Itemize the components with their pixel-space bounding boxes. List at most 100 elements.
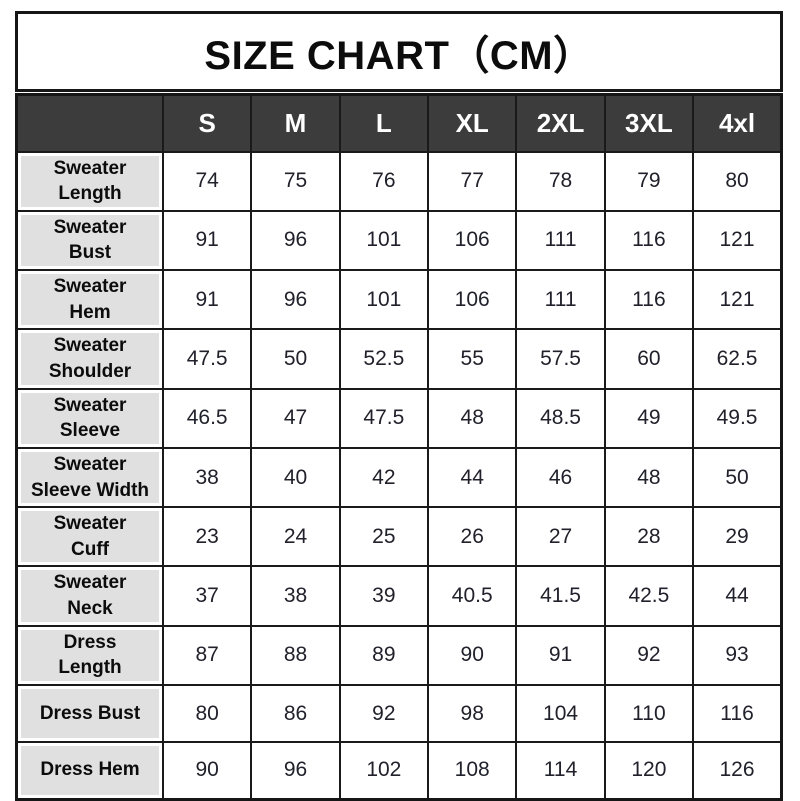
size-value-cell: 91 — [161, 209, 253, 272]
size-value-cell: 96 — [250, 741, 341, 801]
size-value-cell: 24 — [250, 506, 341, 568]
row-label: Dress Hem — [15, 741, 164, 801]
size-chart-table: S M L XL 2XL 3XL 4xl Sweater Length 74 75 76 77 78 7… — [15, 93, 783, 801]
size-value-cell: 96 — [250, 269, 341, 331]
size-value-cell: 98 — [427, 684, 518, 744]
size-value-cell: 93 — [692, 624, 783, 687]
size-value-cell: 28 — [603, 506, 695, 568]
size-value-cell: 90 — [161, 741, 253, 801]
size-value-cell: 23 — [161, 506, 253, 568]
table-row: Sweater Cuff 23 24 25 26 27 28 29 — [15, 506, 783, 568]
header-row: S M L XL 2XL 3XL 4xl — [15, 93, 783, 153]
size-value-cell: 91 — [161, 269, 253, 331]
page-title: SIZE CHART（CM） — [204, 33, 594, 78]
size-value-cell: 48 — [427, 387, 518, 449]
size-value-cell: 48.5 — [515, 387, 606, 449]
size-value-cell: 116 — [603, 209, 695, 272]
size-value-cell: 40.5 — [427, 565, 518, 627]
size-column-header: XL — [427, 93, 518, 153]
size-value-cell: 38 — [250, 565, 341, 627]
size-value-cell: 87 — [161, 624, 253, 687]
size-value-cell: 60 — [603, 328, 695, 390]
size-value-cell: 114 — [515, 741, 606, 801]
size-value-cell: 44 — [427, 446, 518, 509]
size-column-header: 3XL — [603, 93, 695, 153]
size-chart-body: Sweater Length 74 75 76 77 78 79 80 Sweater Bust… — [15, 150, 783, 801]
table-row: Dress Hem 90 96 102 108 114 120 126 — [15, 741, 783, 801]
table-row: Dress Length 87 88 89 90 91 92 93 — [15, 624, 783, 687]
row-label: Sweater Cuff — [15, 506, 164, 568]
size-chart-page: SIZE CHART（CM） S M L XL 2XL 3XL 4xl Sweater Le… — [15, 11, 783, 801]
size-value-cell: 74 — [161, 150, 253, 212]
size-value-cell: 57.5 — [515, 328, 606, 390]
size-value-cell: 91 — [515, 624, 606, 687]
size-value-cell: 47.5 — [161, 328, 253, 390]
size-value-cell: 110 — [603, 684, 695, 744]
size-value-cell: 116 — [692, 684, 783, 744]
table-row: Sweater Length 74 75 76 77 78 79 80 — [15, 150, 783, 212]
size-value-cell: 38 — [161, 446, 253, 509]
size-value-cell: 55 — [427, 328, 518, 390]
row-label: Dress Bust — [15, 684, 164, 744]
size-value-cell: 102 — [338, 741, 430, 801]
size-value-cell: 49.5 — [692, 387, 783, 449]
size-value-cell: 101 — [338, 269, 430, 331]
size-value-cell: 121 — [692, 209, 783, 272]
size-value-cell: 50 — [692, 446, 783, 509]
size-value-cell: 62.5 — [692, 328, 783, 390]
row-label: Sweater Bust — [15, 209, 164, 272]
size-value-cell: 76 — [338, 150, 430, 212]
size-value-cell: 92 — [603, 624, 695, 687]
size-value-cell: 39 — [338, 565, 430, 627]
table-row: Sweater Sleeve Width 38 40 42 44 46 48 50 — [15, 446, 783, 509]
size-value-cell: 29 — [692, 506, 783, 568]
size-value-cell: 26 — [427, 506, 518, 568]
size-value-cell: 106 — [427, 209, 518, 272]
size-value-cell: 108 — [427, 741, 518, 801]
size-value-cell: 79 — [603, 150, 695, 212]
size-column-header: M — [250, 93, 341, 153]
size-value-cell: 92 — [338, 684, 430, 744]
size-value-cell: 80 — [161, 684, 253, 744]
chart-title-box: SIZE CHART（CM） — [15, 11, 783, 92]
size-value-cell: 106 — [427, 269, 518, 331]
size-column-header: 2XL — [515, 93, 606, 153]
size-value-cell: 52.5 — [338, 328, 430, 390]
size-value-cell: 89 — [338, 624, 430, 687]
size-value-cell: 96 — [250, 209, 341, 272]
size-value-cell: 86 — [250, 684, 341, 744]
size-value-cell: 111 — [515, 209, 606, 272]
table-row: Sweater Neck 37 38 39 40.5 41.5 42.5 44 — [15, 565, 783, 627]
size-chart-head: S M L XL 2XL 3XL 4xl — [15, 93, 783, 153]
row-label: Sweater Hem — [15, 269, 164, 331]
size-value-cell: 104 — [515, 684, 606, 744]
size-value-cell: 78 — [515, 150, 606, 212]
table-row: Sweater Bust 91 96 101 106 111 116 121 — [15, 209, 783, 272]
size-value-cell: 77 — [427, 150, 518, 212]
size-value-cell: 88 — [250, 624, 341, 687]
size-value-cell: 111 — [515, 269, 606, 331]
size-value-cell: 80 — [692, 150, 783, 212]
size-value-cell: 120 — [603, 741, 695, 801]
table-row: Sweater Sleeve 46.5 47 47.5 48 48.5 49 49.5 — [15, 387, 783, 449]
size-value-cell: 126 — [692, 741, 783, 801]
size-column-header: 4xl — [692, 93, 783, 153]
size-value-cell: 47 — [250, 387, 341, 449]
size-value-cell: 47.5 — [338, 387, 430, 449]
size-value-cell: 25 — [338, 506, 430, 568]
size-value-cell: 121 — [692, 269, 783, 331]
size-value-cell: 90 — [427, 624, 518, 687]
size-value-cell: 49 — [603, 387, 695, 449]
size-value-cell: 116 — [603, 269, 695, 331]
size-value-cell: 48 — [603, 446, 695, 509]
size-value-cell: 42 — [338, 446, 430, 509]
size-value-cell: 50 — [250, 328, 341, 390]
size-value-cell: 44 — [692, 565, 783, 627]
row-label: Sweater Length — [15, 150, 164, 212]
size-value-cell: 75 — [250, 150, 341, 212]
table-row: Sweater Hem 91 96 101 106 111 116 121 — [15, 269, 783, 331]
size-value-cell: 41.5 — [515, 565, 606, 627]
row-label: Sweater Sleeve — [15, 387, 164, 449]
size-value-cell: 42.5 — [603, 565, 695, 627]
size-column-header: L — [338, 93, 430, 153]
